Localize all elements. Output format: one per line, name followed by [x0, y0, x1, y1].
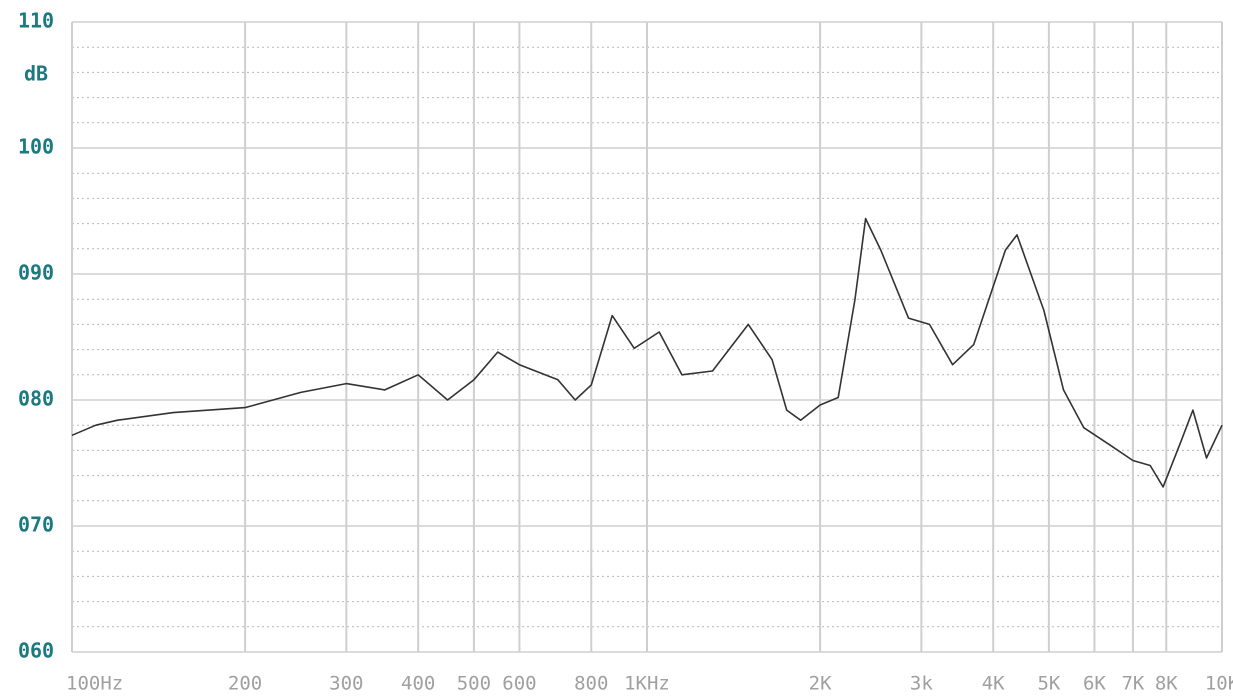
x-tick-label: 10K — [1205, 673, 1233, 695]
x-tick-label: 8K — [1155, 673, 1178, 695]
y-tick-label: 080 — [18, 387, 54, 411]
y-unit-label: dB — [24, 62, 48, 86]
x-tick-label: 500 — [457, 673, 491, 695]
y-tick-label: 090 — [18, 261, 54, 285]
x-tick-label: 200 — [228, 673, 262, 695]
x-tick-label: 100Hz — [66, 673, 123, 695]
y-tick-label: 060 — [18, 639, 54, 663]
x-tick-label: 7K — [1121, 673, 1144, 695]
x-tick-label: 1KHz — [624, 673, 670, 695]
x-tick-label: 300 — [329, 673, 363, 695]
x-tick-label: 800 — [574, 673, 608, 695]
response-line — [71, 217, 1223, 488]
x-tick-label: 400 — [401, 673, 435, 695]
y-tick-label: 100 — [18, 135, 54, 159]
x-tick-label: 600 — [502, 673, 536, 695]
x-tick-label: 2K — [809, 673, 832, 695]
y-tick-label: 110 — [18, 9, 54, 33]
y-tick-label: 070 — [18, 513, 54, 537]
x-tick-label: 3k — [910, 673, 933, 695]
x-tick-label: 5K — [1037, 673, 1060, 695]
x-tick-label: 6K — [1083, 673, 1106, 695]
x-tick-label: 4K — [982, 673, 1005, 695]
